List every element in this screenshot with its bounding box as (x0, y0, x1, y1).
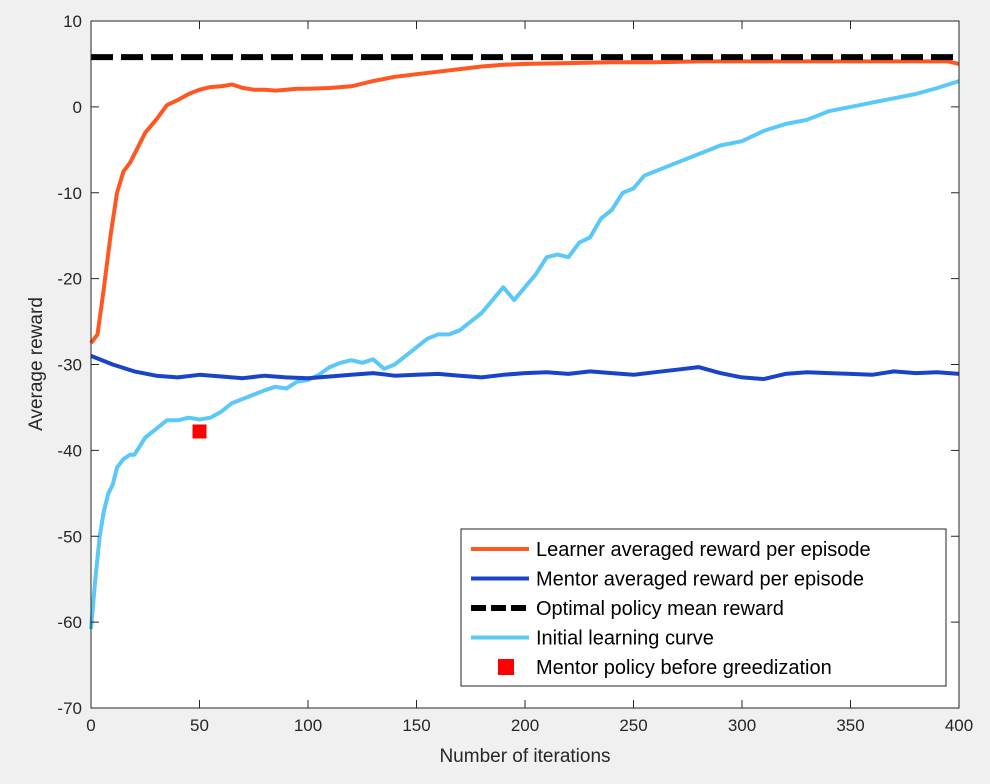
y-tick-label: 0 (73, 98, 82, 117)
series-layer (89, 54, 960, 630)
x-tick-label: 250 (619, 716, 647, 735)
legend-label: Mentor policy before greedization (536, 657, 832, 679)
series-line-initial-learning-curve (89, 79, 960, 630)
x-tick-label: 0 (86, 716, 95, 735)
x-tick-label: 100 (294, 716, 322, 735)
x-tick-label: 400 (945, 716, 973, 735)
y-tick-label: -20 (57, 270, 82, 289)
legend-label: Learner averaged reward per episode (536, 539, 871, 561)
legend-swatch (498, 659, 514, 675)
y-tick-label: 10 (63, 12, 82, 31)
x-tick-label: 50 (190, 716, 209, 735)
y-tick-label: -70 (57, 699, 82, 718)
y-tick-label: -60 (57, 613, 82, 632)
y-tick-label: -40 (57, 441, 82, 460)
series-line-mentor-averaged-reward-per-episode (90, 354, 960, 382)
x-tick-label: 200 (511, 716, 539, 735)
y-axis-label: Average reward (26, 297, 47, 431)
legend: Learner averaged reward per episode Mento… (460, 528, 947, 687)
legend-box (460, 528, 947, 687)
x-axis-label: Number of iterations (439, 746, 610, 767)
legend-label: Initial learning curve (536, 628, 714, 650)
tick-layer: 0 50 100 150 200 250 300 350 400-70-60-50-40-30-… (57, 12, 973, 735)
y-tick-label: -50 (57, 527, 82, 546)
series-marker-mentor-policy-before-greedization (192, 424, 207, 439)
x-tick-label: 300 (728, 716, 756, 735)
x-tick-label: 350 (836, 716, 864, 735)
y-tick-label: -10 (57, 184, 82, 203)
legend-label: Optimal policy mean reward (536, 598, 784, 620)
series-line-learner-averaged-reward-per-episode (89, 59, 960, 345)
legend-label: Mentor averaged reward per episode (536, 569, 864, 591)
x-tick-label: 150 (402, 716, 430, 735)
y-tick-label: -30 (57, 356, 82, 375)
